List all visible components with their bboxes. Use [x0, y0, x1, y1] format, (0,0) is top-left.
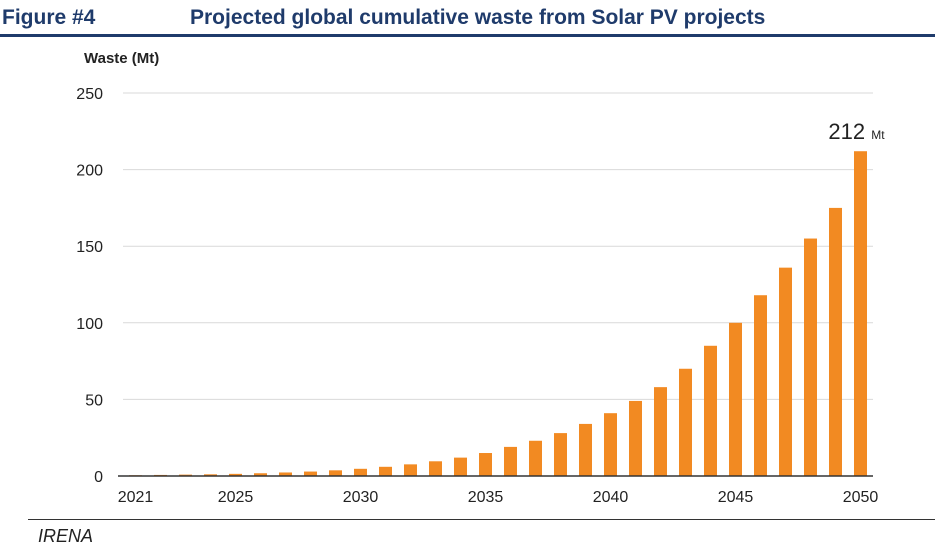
bar	[404, 464, 417, 476]
bar	[504, 446, 517, 476]
bar	[329, 470, 342, 476]
bar	[579, 423, 592, 476]
bar	[554, 433, 567, 476]
value-annotation: 212 Mt	[828, 119, 885, 144]
bar-chart: Waste (Mt) 0 50 100 150 200 250 2021 2025 2030 203…	[76, 50, 885, 506]
bar	[429, 461, 442, 476]
y-tick-label: 250	[76, 86, 103, 103]
bar	[304, 471, 317, 476]
bar	[604, 413, 617, 476]
bar	[254, 473, 267, 476]
bar	[679, 368, 692, 476]
bar	[829, 207, 842, 476]
bar	[454, 457, 467, 476]
bar	[529, 440, 542, 476]
figure-header: Figure #4 Projected global cumulative wa…	[0, 0, 948, 40]
y-axis-label: Waste (Mt)	[84, 50, 159, 67]
x-tick-label: 2030	[343, 489, 379, 506]
x-tick-label: 2045	[718, 489, 754, 506]
bar	[354, 468, 367, 476]
x-tick-label: 2040	[593, 489, 629, 506]
bar	[479, 453, 492, 476]
bar	[779, 267, 792, 476]
bar	[704, 345, 717, 476]
header-rule	[0, 34, 935, 37]
bar	[229, 473, 242, 476]
source-label: IRENA	[38, 526, 94, 546]
bar	[804, 238, 817, 476]
x-tick-label: 2050	[843, 489, 879, 506]
x-tick-label: 2025	[218, 489, 254, 506]
y-tick-label: 100	[76, 316, 103, 333]
x-tick-label: 2035	[468, 489, 504, 506]
y-tick-label: 150	[76, 239, 103, 256]
value-annotation-unit: Mt	[871, 128, 885, 142]
bar	[279, 472, 292, 476]
y-tick-label: 200	[76, 163, 103, 180]
figure-label: Figure #4	[2, 6, 96, 29]
bar	[729, 322, 742, 476]
bar	[629, 400, 642, 476]
y-tick-label: 0	[94, 469, 103, 486]
bar	[754, 295, 767, 476]
footer-rule	[28, 519, 935, 520]
bar	[854, 151, 867, 476]
bar	[204, 474, 217, 476]
y-tick-label: 50	[85, 392, 103, 409]
bar	[379, 466, 392, 476]
figure-title: Projected global cumulative waste from S…	[190, 6, 766, 29]
bar	[654, 387, 667, 476]
x-tick-label: 2021	[118, 489, 154, 506]
